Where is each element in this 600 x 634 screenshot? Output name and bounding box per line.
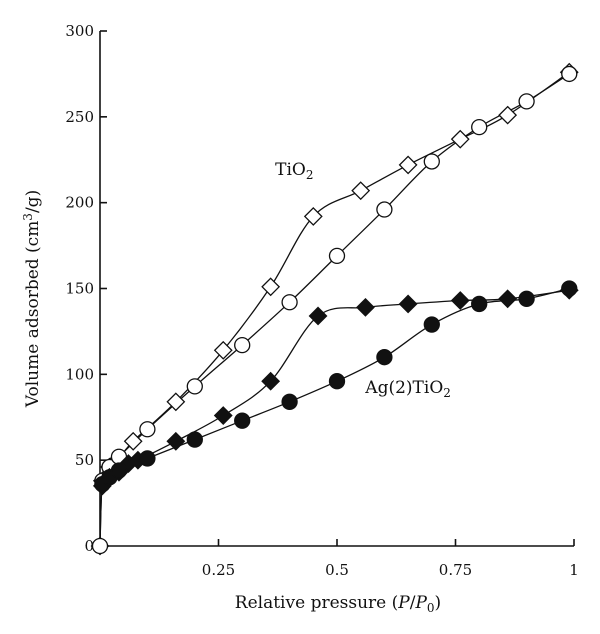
y-axis-label-superscript: 3 xyxy=(21,213,35,221)
ticks: 0 50 100 150 200 250 300 0.25 0.5 0.75 1 xyxy=(65,22,578,579)
axes xyxy=(99,31,574,547)
filled-diamond-marker xyxy=(308,306,328,326)
filled-diamond-marker xyxy=(498,289,518,309)
y-tick-label: 200 xyxy=(65,194,94,212)
open-diamond-marker xyxy=(498,105,518,125)
x-tick-label: 0.75 xyxy=(439,561,472,579)
filled-circle-marker xyxy=(471,295,488,313)
filled-circle-marker xyxy=(423,316,440,333)
filled-circle-marker xyxy=(328,373,346,390)
y-axis-label-unit: /g) xyxy=(23,190,43,213)
filled-diamond-marker xyxy=(213,406,233,425)
open-circle-marker xyxy=(423,153,440,170)
open-circle-marker xyxy=(518,93,535,110)
filled-circle-marker xyxy=(110,462,128,479)
series-annotation: TiO2 xyxy=(275,160,313,182)
y-tick-label: 250 xyxy=(65,108,94,126)
series-annotation-subscript: 2 xyxy=(306,168,314,182)
x-tick-label: 1 xyxy=(569,561,579,579)
filled-diamond-marker xyxy=(398,294,418,314)
filled-diamond-marker xyxy=(450,291,470,310)
open-circle-marker xyxy=(234,336,251,354)
y-tick-label: 100 xyxy=(65,365,94,383)
open-diamond-marker xyxy=(450,129,470,149)
open-circle-marker xyxy=(186,378,203,395)
filled-circle-marker xyxy=(234,412,251,429)
markers xyxy=(90,62,579,556)
filled-diamond-marker xyxy=(166,431,186,451)
open-diamond-marker xyxy=(123,431,143,451)
series-line-open-circle xyxy=(99,73,570,547)
open-circle-marker xyxy=(376,201,393,218)
filled-circle-marker xyxy=(139,450,156,467)
x-axis-label-p0: P xyxy=(414,593,427,613)
filled-circle-marker xyxy=(518,290,535,307)
series-annotation-subscript: 2 xyxy=(443,386,451,400)
x-tick-label: 0.25 xyxy=(202,561,235,579)
y-tick-label: 50 xyxy=(75,451,94,469)
open-circle-marker xyxy=(561,65,578,83)
open-diamond-marker xyxy=(303,206,323,226)
x-axis-label-slash: / xyxy=(410,593,416,613)
y-tick-label: 150 xyxy=(65,280,94,298)
x-axis-label-close: ) xyxy=(435,593,442,613)
x-axis-label-p: P xyxy=(397,593,410,613)
series-annotation: Ag(2)TiO2 xyxy=(364,378,451,400)
y-axis-label-text: Volume adsorbed (cm xyxy=(23,221,43,409)
filled-circle-marker xyxy=(281,393,298,410)
series-annotation-text: TiO xyxy=(275,160,306,180)
series-annotation-text: Ag(2)TiO xyxy=(364,378,443,398)
labels: Relative pressure (P/P0)Volume adsorbed … xyxy=(21,160,451,615)
filled-diamond-marker xyxy=(261,371,281,391)
open-circle-marker xyxy=(471,118,488,136)
open-circle-marker xyxy=(91,537,109,555)
filled-circle-marker xyxy=(186,431,203,448)
open-diamond-marker xyxy=(166,392,186,412)
filled-diamond-marker xyxy=(356,297,375,317)
x-tick-label: 0.5 xyxy=(325,561,349,579)
x-axis-label-subscript: 0 xyxy=(427,601,435,615)
y-tick-label: 0 xyxy=(84,537,94,555)
y-axis-label: Volume adsorbed (cm3/g) xyxy=(21,190,43,408)
open-diamond-marker xyxy=(213,340,233,360)
y-tick-label: 300 xyxy=(65,22,94,40)
filled-circle-marker xyxy=(561,280,578,297)
x-axis-label: Relative pressure (P/P0) xyxy=(235,593,441,615)
filled-circle-marker xyxy=(376,349,393,366)
series-lines xyxy=(99,71,570,547)
open-circle-marker xyxy=(328,247,346,265)
open-circle-marker xyxy=(139,421,156,438)
open-diamond-marker xyxy=(261,277,281,297)
x-axis-label-text: Relative pressure ( xyxy=(235,593,398,613)
open-diamond-marker xyxy=(351,181,371,201)
open-diamond-marker xyxy=(398,155,418,175)
open-circle-marker xyxy=(281,294,298,311)
